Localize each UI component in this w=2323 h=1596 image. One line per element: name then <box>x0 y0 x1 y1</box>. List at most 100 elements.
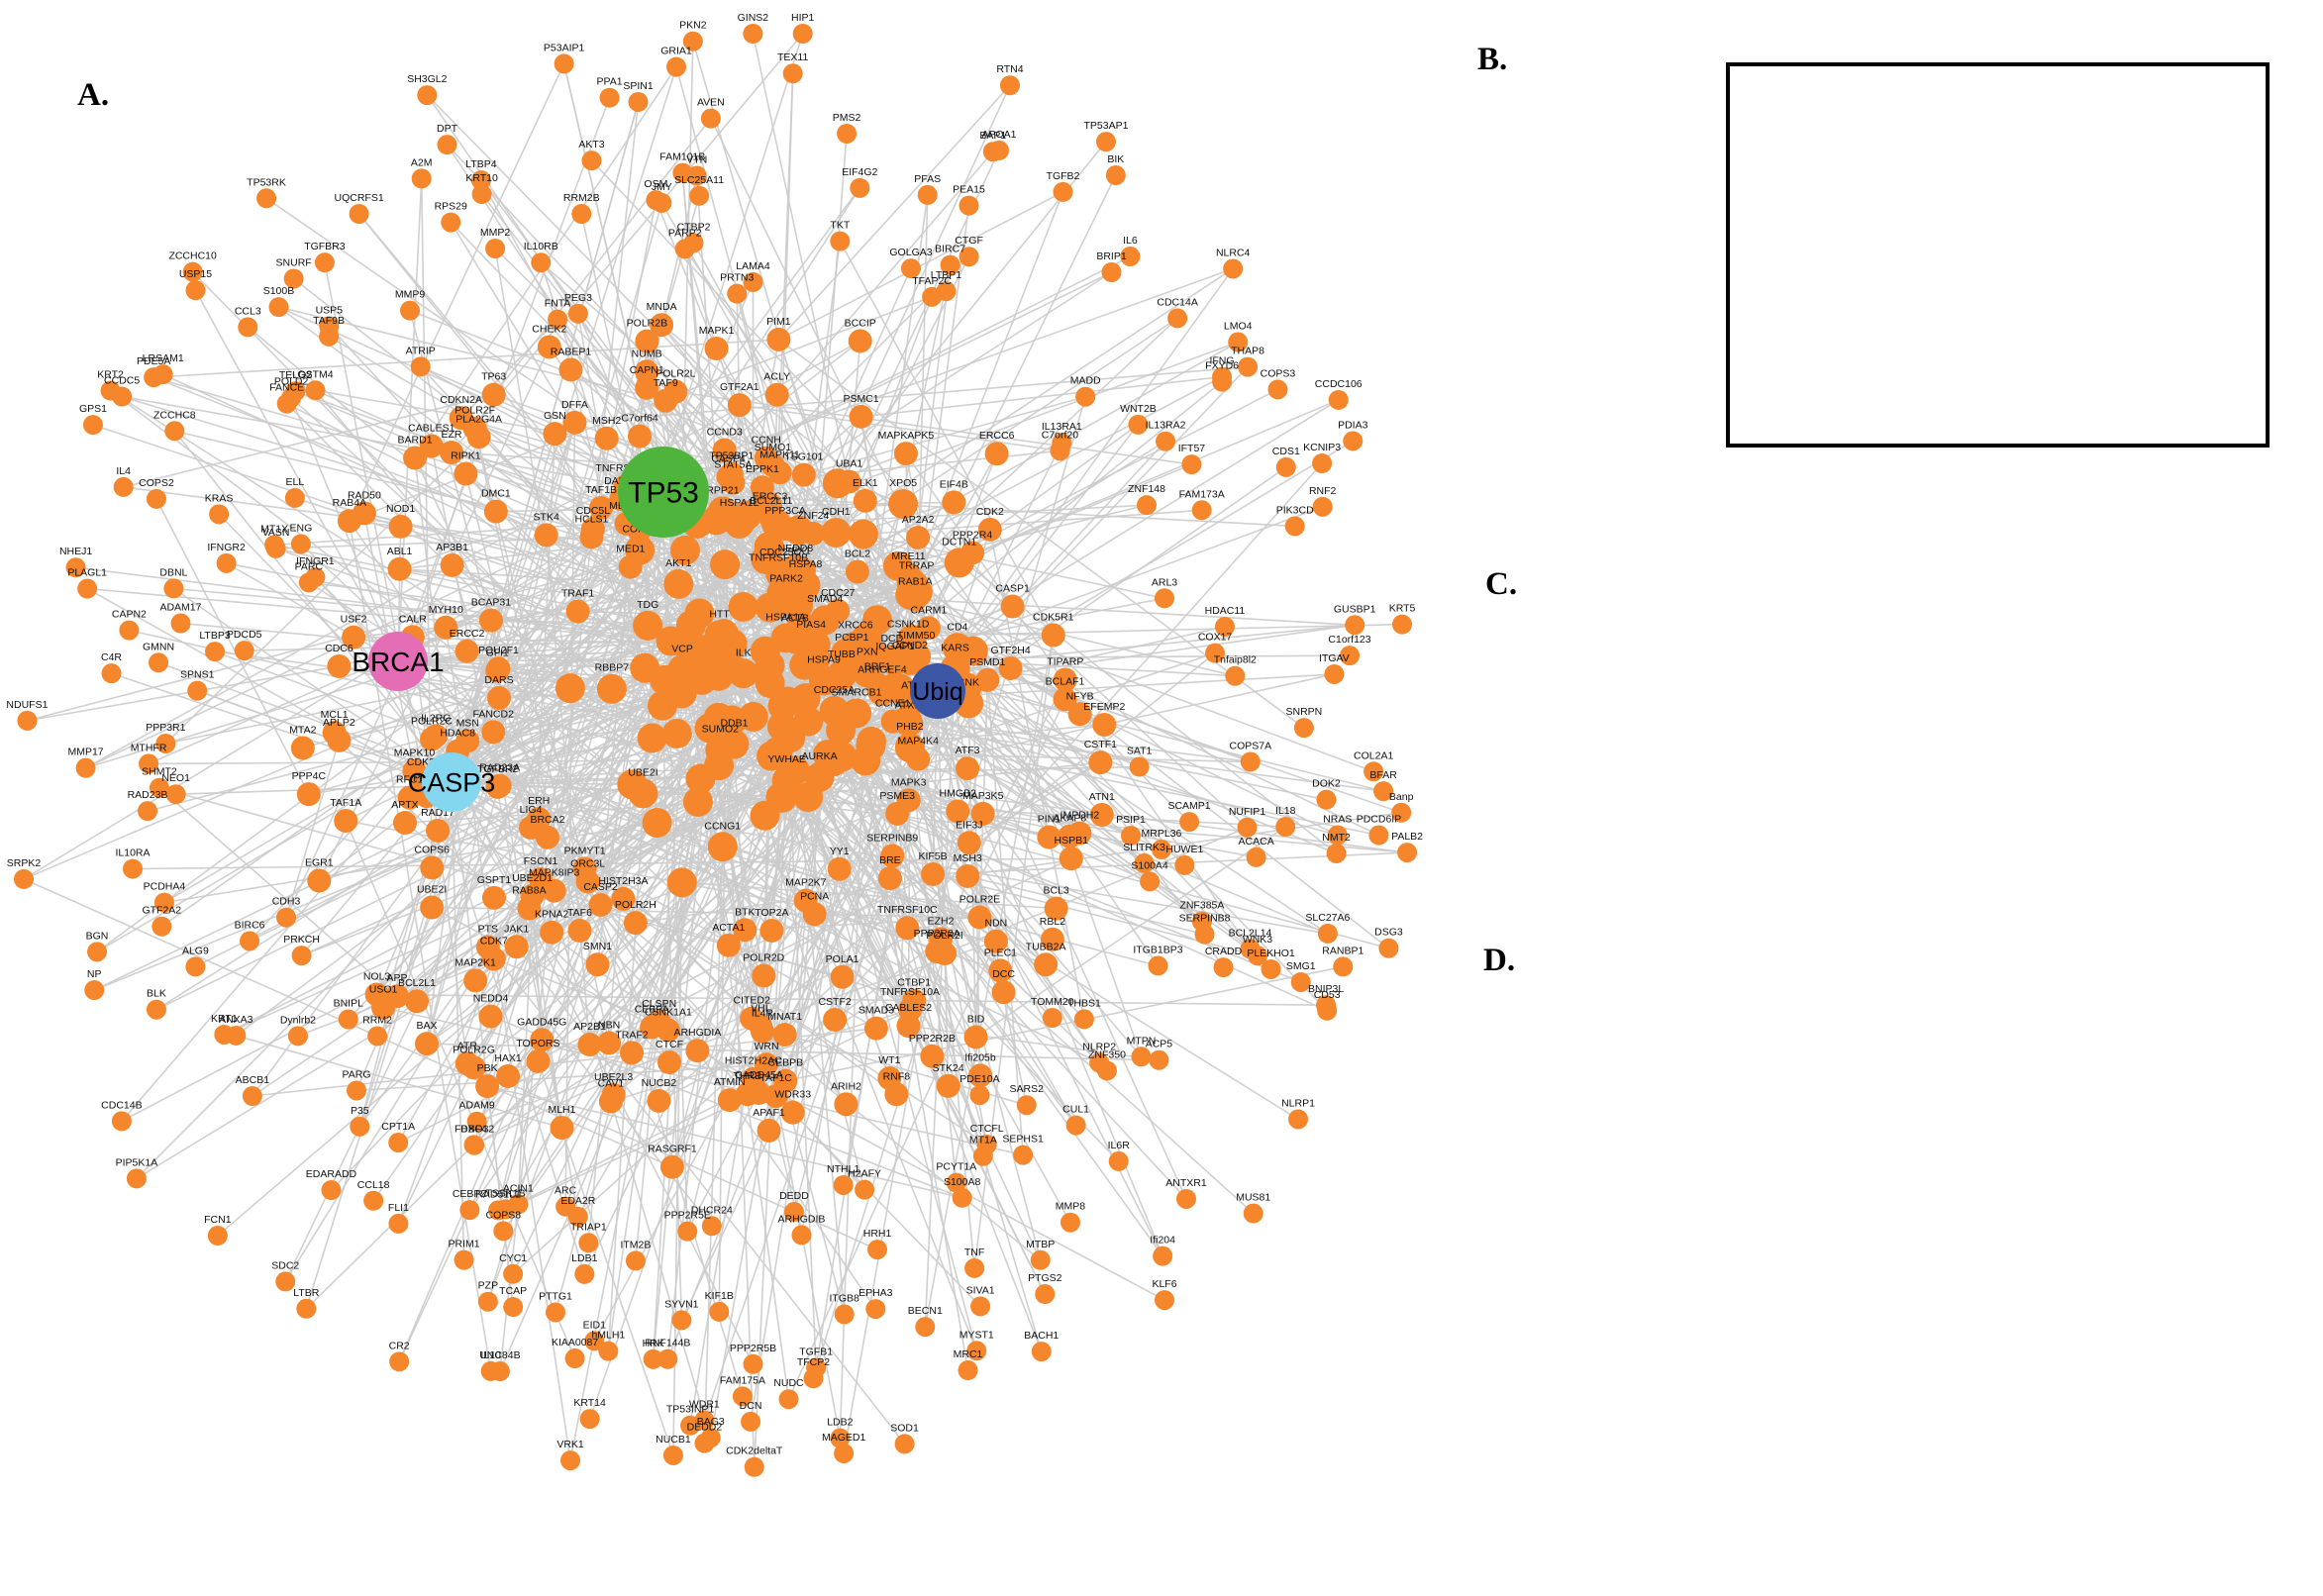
network-node-label: BACH1 <box>1024 1330 1059 1342</box>
network-node-label: TP53AP1 <box>1083 120 1128 132</box>
network-node <box>419 434 444 458</box>
network-node <box>1134 852 1155 873</box>
network-node <box>314 252 335 273</box>
network-node-label: PPP2R4 <box>953 529 992 541</box>
network-node <box>481 885 506 910</box>
network-node-label: SPIN1 <box>623 80 654 92</box>
network-node <box>1214 616 1235 637</box>
network-node <box>387 556 412 581</box>
network-node <box>733 918 758 943</box>
network-node <box>792 24 813 44</box>
network-node <box>1120 247 1141 267</box>
network-node <box>810 605 841 636</box>
network-node-label: ARHGDIA <box>673 1027 721 1039</box>
network-node-label: ACTA1 <box>712 922 745 934</box>
network-node <box>1148 955 1168 976</box>
network-node-label: IL6R <box>1108 1140 1131 1151</box>
network-node <box>1261 958 1281 979</box>
network-node <box>1397 843 1418 863</box>
network-node-label: MRPL36 <box>1142 828 1182 840</box>
network-node <box>1179 812 1200 833</box>
network-node-label: EID1 <box>583 1319 607 1331</box>
network-node-label: MAP2K1 <box>454 956 496 968</box>
network-node-label: ANXA3 <box>219 1014 253 1026</box>
network-node <box>363 1190 384 1211</box>
network-node-label: POLA1 <box>826 953 859 965</box>
network-node <box>752 963 776 988</box>
network-node-label: GSN <box>544 410 566 422</box>
network-node <box>347 1080 367 1101</box>
network-node <box>936 1073 960 1098</box>
network-node <box>1290 971 1311 992</box>
network-node <box>1312 496 1333 517</box>
network-node-label: CEBPA <box>635 1003 669 1015</box>
network-node-label: ZNF350 <box>1088 1048 1126 1060</box>
network-node <box>1108 1150 1129 1171</box>
network-node <box>663 568 694 599</box>
network-node-label: TSG101 <box>784 451 823 463</box>
network-node-label: CAPN1 <box>630 364 664 376</box>
network-node-label: CPT1A <box>381 1121 415 1133</box>
panel-c-label: C. <box>1485 566 1518 602</box>
network-node <box>1095 132 1116 152</box>
network-node-label: TAF6 <box>567 907 592 919</box>
network-node-label: FSCN1 <box>524 855 558 867</box>
network-node-label: NUCB2 <box>642 1077 677 1089</box>
network-node <box>1240 751 1261 772</box>
network-node-label: STK24 <box>933 1062 964 1074</box>
network-node <box>877 866 902 891</box>
network-node-label: KIAA0087 <box>552 1337 598 1348</box>
network-node <box>153 892 174 913</box>
network-node-label: LAMA4 <box>736 260 770 272</box>
network-node <box>565 599 590 624</box>
network-node-label: SRPK2 <box>7 857 42 869</box>
network-node <box>652 192 672 213</box>
network-node <box>1120 826 1141 847</box>
network-node <box>806 1357 827 1378</box>
network-node <box>628 91 649 112</box>
network-node <box>1034 952 1059 977</box>
network-node <box>1391 802 1412 823</box>
network-node-label: SOD1 <box>890 1422 919 1434</box>
network-node <box>701 1216 722 1237</box>
network-node-label: RRM2 <box>362 1014 392 1026</box>
network-node <box>867 1240 888 1260</box>
network-node <box>319 316 340 337</box>
network-node-label: ORC3L <box>570 858 605 870</box>
network-node-label: TRIAP1 <box>570 1221 607 1233</box>
network-node <box>1031 1342 1052 1362</box>
network-node-label: CTBP1 <box>897 977 931 989</box>
network-node <box>967 1063 992 1088</box>
network-node-label: SLC25A11 <box>674 174 724 186</box>
network-node-label: EDARADD <box>306 1168 357 1180</box>
network-node-label: PPA1 <box>597 76 623 88</box>
network-node-label: SERPINB9 <box>866 832 918 844</box>
network-node-label: Banp <box>1389 791 1414 803</box>
network-node-label: LRSAM1 <box>143 352 184 364</box>
network-node <box>119 620 140 641</box>
network-node <box>861 605 892 636</box>
network-node <box>138 801 158 822</box>
network-node <box>459 1200 480 1221</box>
network-node <box>657 1050 682 1075</box>
network-node-label: CYC1 <box>499 1252 527 1264</box>
network-node <box>349 204 369 225</box>
network-node <box>1175 1188 1196 1209</box>
network-node-label: POU2F1 <box>478 645 519 656</box>
network-node-label: MAPK8IP3 <box>529 867 580 879</box>
network-node-label: IL10 <box>480 1349 501 1361</box>
network-node <box>256 188 277 209</box>
network-node-label: CCDC106 <box>1315 378 1363 390</box>
network-node-label: CALR <box>399 613 427 625</box>
network-node-label: TGFB2 <box>1047 170 1080 182</box>
network-node <box>845 559 869 584</box>
network-node-label: FLI1 <box>388 1202 409 1214</box>
network-node <box>101 663 122 684</box>
network-node <box>411 168 432 189</box>
network-node-label: PFAS <box>914 173 941 185</box>
network-node-label: DCTN1 <box>942 536 976 548</box>
network-node <box>830 1428 851 1448</box>
network-node <box>880 844 905 868</box>
network-node <box>704 750 735 781</box>
network-node <box>454 1051 479 1076</box>
